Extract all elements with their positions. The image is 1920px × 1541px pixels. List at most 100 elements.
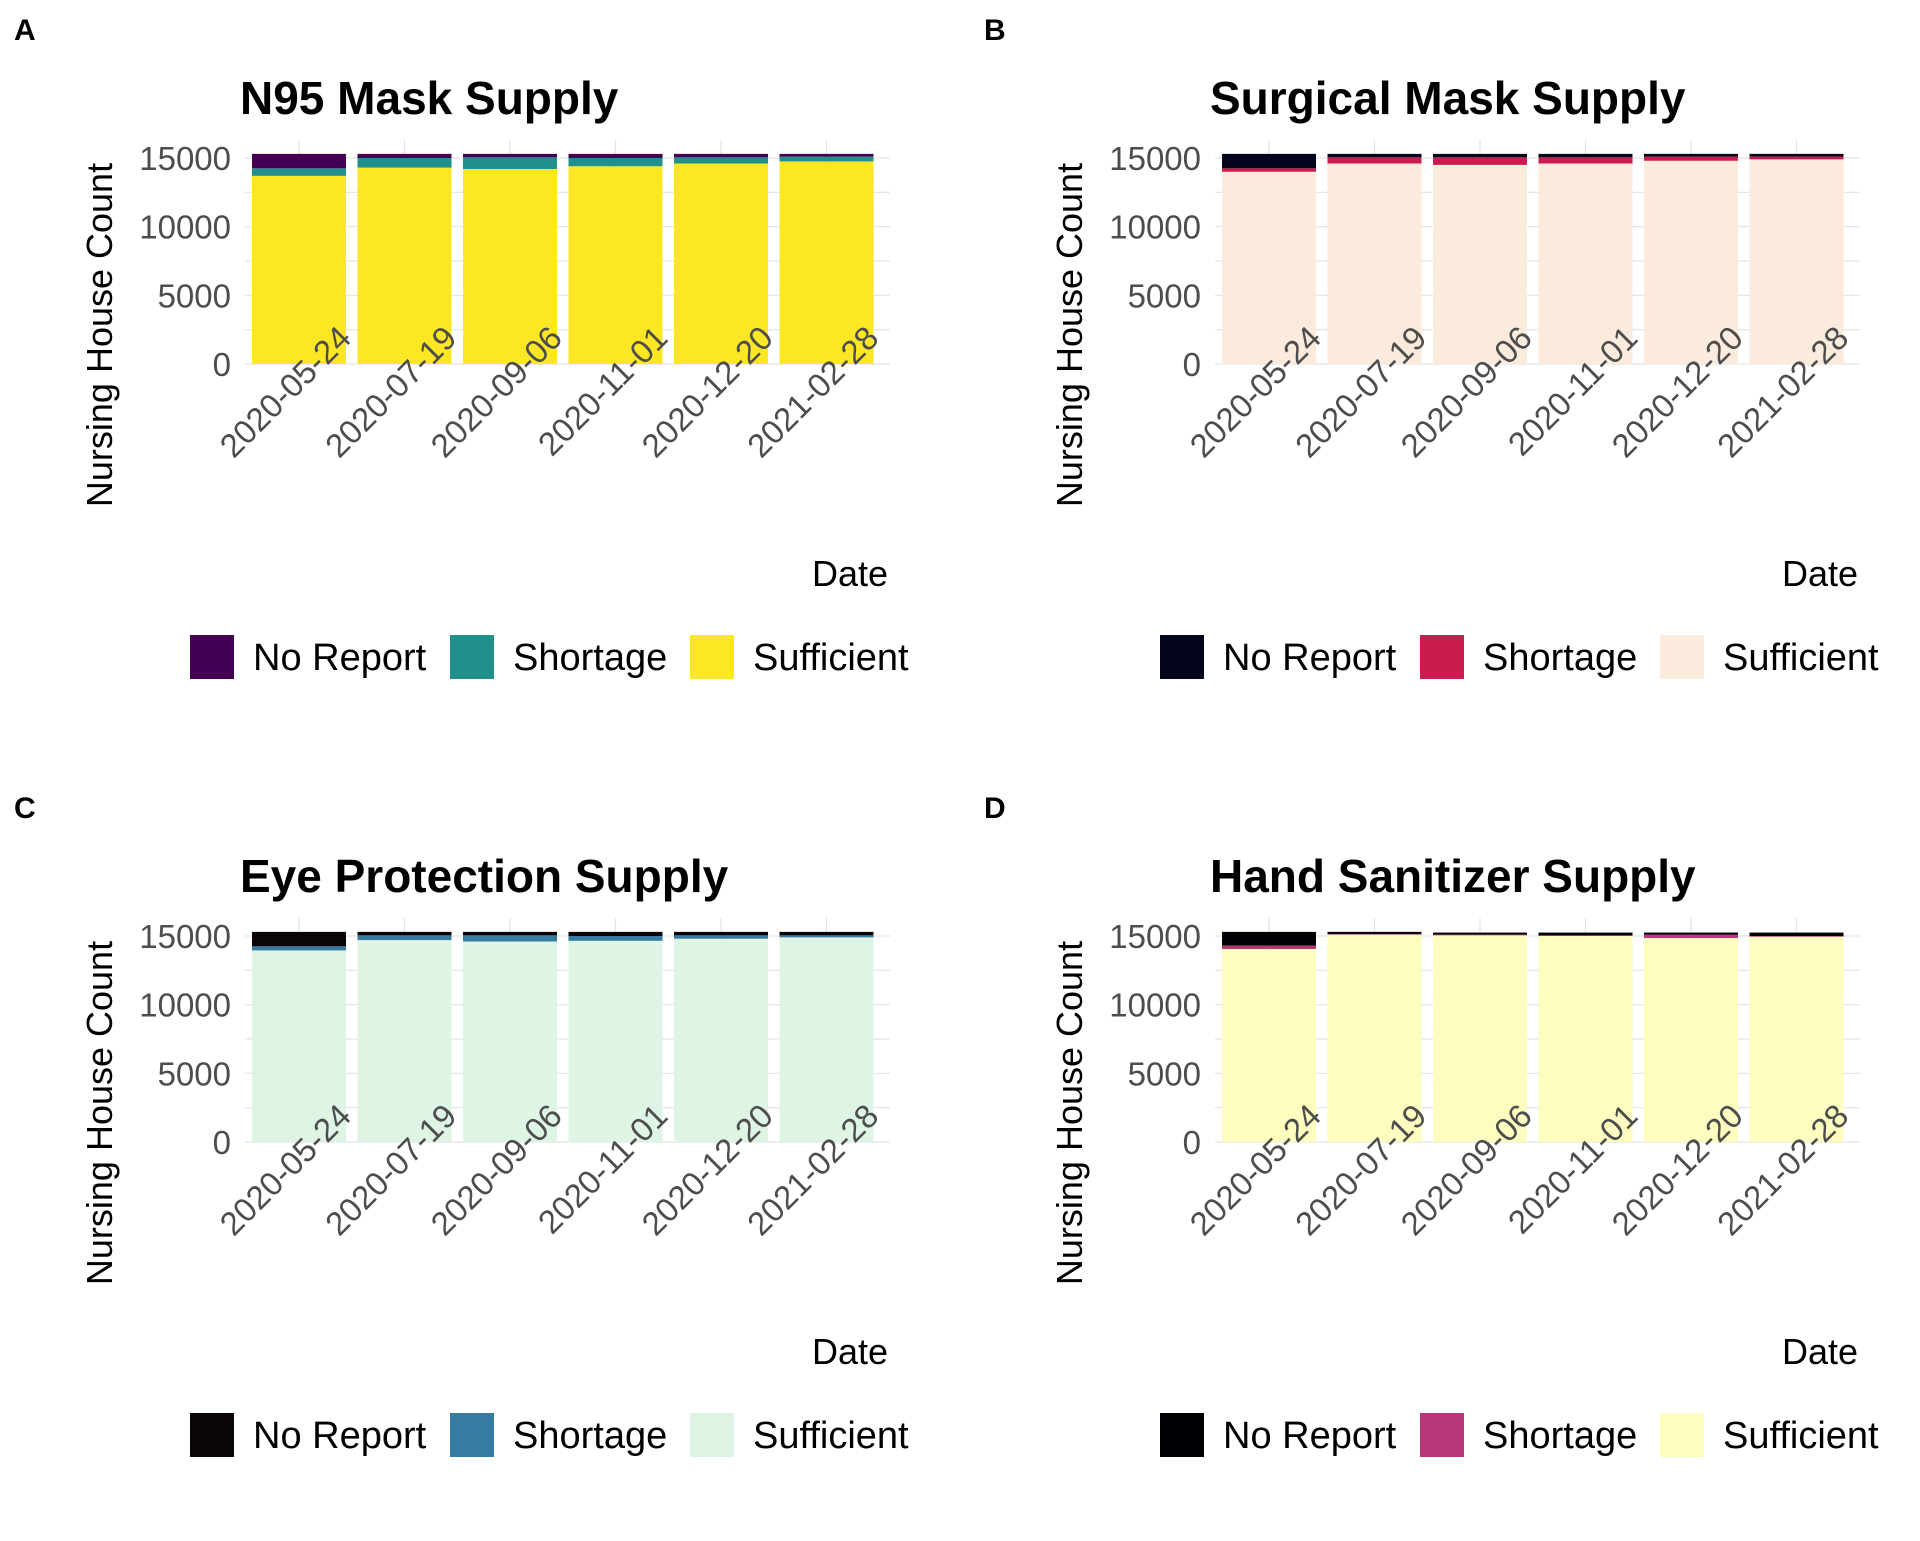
x-axis-title: Date [1782,553,1858,594]
x-axis-title: Date [1782,1331,1858,1372]
bar-no-report [357,931,452,936]
y-tick-label: 0 [213,346,231,383]
bar-no-report [252,153,346,169]
bar-no-report [1749,153,1844,157]
bar-shortage [1327,933,1422,935]
bar-sufficient [1327,934,1422,1142]
bar-shortage [357,935,452,941]
bar-sufficient [779,161,874,364]
legend-label: Sufficient [1723,637,1879,679]
y-tick-label: 5000 [1128,277,1201,314]
bar-shortage [1538,157,1633,164]
y-axis-title: Nursing House Count [79,163,120,507]
x-axis-title: Date [812,1331,888,1372]
legend-label: Shortage [1483,637,1637,679]
bar-sufficient [1538,936,1633,1142]
bar-sufficient [463,941,557,1142]
bars [252,931,874,1142]
bar-shortage [779,156,874,162]
legend-swatch-shortage [450,1413,494,1457]
bar-sufficient [357,167,452,364]
bar-shortage [568,158,663,167]
y-tick-label: 5000 [158,277,231,314]
bar-shortage [1222,168,1316,172]
bar-sufficient [1327,163,1422,364]
bar-shortage [1433,934,1527,936]
legend-swatch-sufficient [690,635,734,679]
bars [1222,931,1844,1142]
bar-no-report [568,153,663,158]
y-axis-title: Nursing House Count [79,941,120,1285]
bar-no-report [779,931,874,936]
legend-label: No Report [1223,637,1397,679]
bar-no-report [463,931,557,936]
bar-sufficient [674,163,768,364]
x-axis-title: Date [812,553,888,594]
bar-no-report [1644,932,1738,935]
legend-label: Shortage [513,637,667,679]
legend-label: Shortage [1483,1415,1637,1457]
legend-swatch-no-report [1160,1413,1204,1457]
legend-label: Sufficient [753,1415,909,1457]
bar-sufficient [1644,938,1738,1142]
bar-sufficient [1644,160,1738,364]
bar-sufficient [1433,164,1527,364]
bar-no-report [674,153,768,158]
bar-sufficient [463,168,557,364]
bar-no-report [357,153,452,158]
bar-sufficient [252,175,346,364]
bar-sufficient [357,940,452,1142]
y-tick-label: 15000 [139,140,231,177]
y-tick-label: 0 [213,1124,231,1161]
bar-shortage [463,935,557,942]
bar-sufficient [252,950,346,1142]
panel-letter: C [14,792,36,825]
bar-no-report [568,931,663,936]
y-axis-title: Nursing House Count [1049,941,1090,1285]
bar-shortage [1644,156,1738,161]
chart-title: Eye Protection Supply [240,850,729,902]
bar-sufficient [1538,163,1633,364]
panel-letter: B [984,14,1006,47]
bar-shortage [674,935,768,939]
legend-label: Sufficient [1723,1415,1879,1457]
bar-no-report [1433,932,1527,935]
legend-swatch-no-report [190,1413,234,1457]
bar-no-report [252,931,346,947]
legend-swatch-no-report [190,635,234,679]
bar-sufficient [1222,949,1316,1142]
legend: No Report Shortage Sufficient [1160,1413,1879,1457]
y-tick-label: 10000 [139,209,231,246]
y-tick-label: 15000 [139,918,231,955]
y-tick-label: 10000 [1109,987,1201,1024]
bar-shortage [463,157,557,169]
bar-no-report [1327,931,1422,934]
legend-swatch-no-report [1160,635,1204,679]
legend: No Report Shortage Sufficient [1160,635,1879,679]
bar-no-report [1538,932,1633,936]
bar-shortage [1538,935,1633,936]
bar-sufficient [568,166,663,364]
bar-shortage [1222,945,1316,950]
legend-swatch-sufficient [690,1413,734,1457]
legend-label: No Report [253,637,427,679]
bar-no-report [1749,932,1844,936]
chart-title: N95 Mask Supply [240,72,619,124]
bar-sufficient [568,940,663,1142]
y-tick-label: 15000 [1109,140,1201,177]
y-axis-title: Nursing House Count [1049,163,1090,507]
bar-sufficient [674,938,768,1142]
bar-shortage [1749,156,1844,160]
bar-shortage [1433,157,1527,165]
legend: No Report Shortage Sufficient [190,1413,909,1457]
y-tick-label: 15000 [1109,918,1201,955]
bar-shortage [252,946,346,951]
y-tick-label: 5000 [1128,1055,1201,1092]
legend-swatch-sufficient [1660,635,1704,679]
legend-label: Sufficient [753,637,909,679]
